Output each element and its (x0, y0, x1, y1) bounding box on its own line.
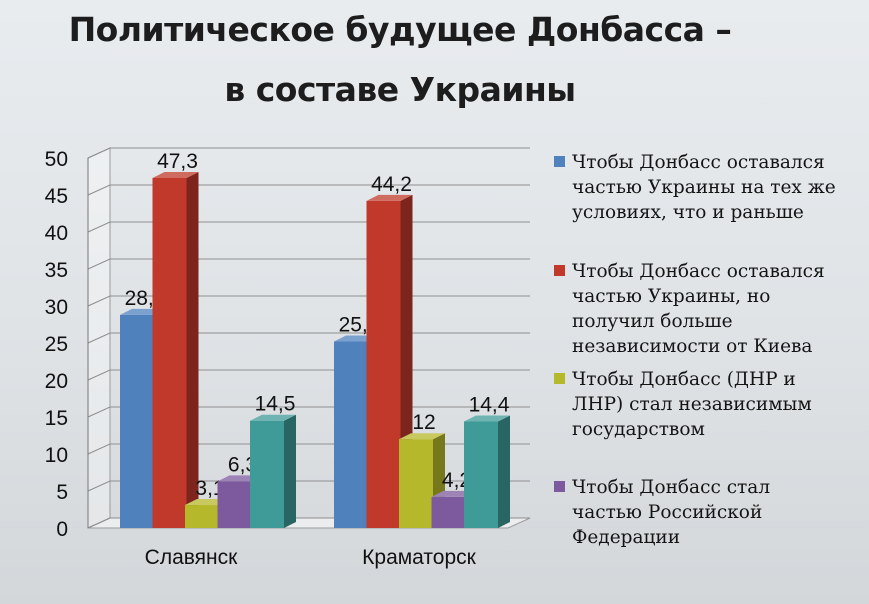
bar-side (186, 171, 199, 529)
legend-swatch-2 (554, 265, 565, 276)
chart-title-line-1: Политическое будущее Донбасса – (68, 10, 732, 49)
legend-swatch-1 (554, 156, 565, 167)
data-label: 14,5 (255, 393, 296, 416)
legend-label-3-line: государством (572, 419, 705, 440)
y-tick-label: 50 (45, 148, 68, 171)
data-label: 6,3 (228, 453, 257, 476)
data-label: 14,4 (469, 393, 510, 416)
bar-top (250, 414, 296, 421)
legend-label-2-line: независимости от Киева (572, 336, 813, 357)
legend-label-2-line: получил больше (572, 311, 733, 332)
bar (250, 420, 284, 528)
y-tick-label: 10 (45, 444, 68, 467)
bar (152, 177, 187, 529)
legend-label-2: Чтобы Донбасс оставался частью Украины, … (572, 259, 868, 359)
y-tick-label: 45 (45, 185, 68, 208)
bar (185, 505, 219, 528)
bar (399, 439, 433, 528)
bar-top (152, 171, 199, 178)
bar-top (366, 194, 413, 201)
y-tick-label: 25 (45, 333, 68, 356)
data-label: 12 (412, 411, 435, 434)
legend-label-3-line: ЛНР) стал независимым (572, 394, 812, 415)
y-tick-label: 5 (56, 481, 68, 504)
data-label: 3,1 (195, 477, 224, 500)
y-tick-label: 15 (45, 407, 68, 430)
bar (366, 200, 401, 529)
y-tick-label: 20 (45, 370, 68, 393)
x-tick-label: Славянск (145, 546, 238, 569)
bar (431, 496, 466, 528)
bar (217, 481, 252, 528)
chart-title-line-2: в составе Украины (224, 70, 576, 109)
y-tick-label: 35 (45, 259, 68, 282)
y-tick-label: 40 (45, 222, 68, 245)
bar (334, 341, 368, 528)
x-tick-label: Краматорск (362, 546, 476, 569)
legend-swatch-3 (554, 373, 565, 384)
legend-label-1-line: частью Украины на тех же (572, 177, 836, 198)
legend-label-4: Чтобы Донбасс стал частью Российской Фед… (572, 475, 868, 550)
legend-label-4-line: частью Российской (572, 502, 763, 523)
legend-label-1: Чтобы Донбасс оставался частью Украины н… (572, 150, 868, 225)
y-tick-label: 30 (45, 296, 68, 319)
bar (464, 421, 498, 528)
legend-label-3-line: Чтобы Донбасс (ДНР и (572, 369, 796, 390)
gridline (87, 147, 530, 159)
data-label: 47,3 (157, 150, 198, 173)
legend-label-1-line: условиях, что и раньше (572, 202, 804, 223)
legend-label-1-line: Чтобы Донбасс оставался (572, 152, 825, 173)
bar-top (464, 415, 510, 422)
legend-label-2-line: Чтобы Донбасс оставался (572, 261, 825, 282)
gridline (87, 184, 530, 196)
bar (120, 314, 154, 528)
legend-label-3: Чтобы Донбасс (ДНР и ЛНР) стал независим… (572, 367, 868, 442)
bar-side (284, 414, 296, 528)
legend-label-4-line: Федерации (572, 527, 681, 548)
bar-side (498, 415, 510, 528)
legend-swatch-4 (554, 481, 565, 492)
legend-label-2-line: частью Украины, но (572, 286, 771, 307)
data-label: 4,2 (442, 469, 471, 492)
bar-top (399, 433, 445, 440)
legend-label-4-line: Чтобы Донбасс стал (572, 477, 771, 498)
data-label: 44,2 (371, 173, 412, 196)
y-tick-label: 0 (56, 518, 68, 541)
